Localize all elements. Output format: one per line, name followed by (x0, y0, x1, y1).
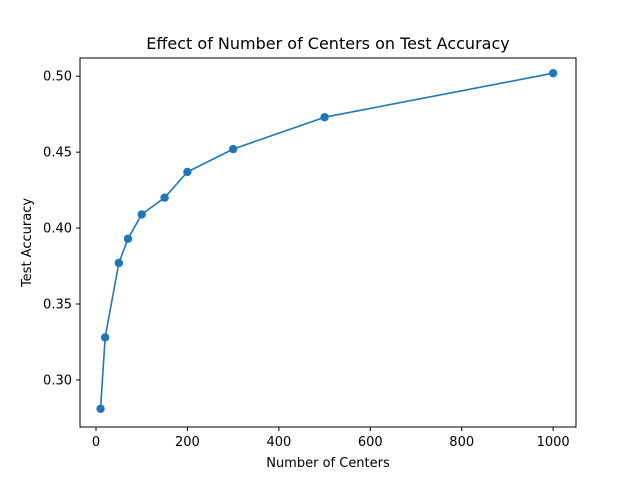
data-point (160, 193, 169, 202)
data-point (114, 258, 124, 268)
x-axis-ticks: 0 200 400 600 800 1000 (92, 427, 570, 450)
y-tick-label: 0.40 (43, 222, 72, 237)
y-axis-ticks: 0.30 0.35 0.40 0.45 0.50 (43, 70, 80, 388)
y-tick-label: 0.30 (43, 373, 72, 388)
x-axis-label: Number of Centers (266, 456, 390, 471)
data-point (183, 167, 192, 177)
series-line (99, 72, 554, 409)
data-point (320, 113, 329, 122)
axes-frame (79, 57, 577, 428)
data-point (137, 210, 146, 219)
y-tick-label: 0.35 (43, 298, 72, 313)
series-layer (96, 68, 558, 413)
x-tick-label: 600 (358, 435, 383, 450)
data-point (123, 234, 133, 243)
y-tick-label: 0.45 (43, 146, 72, 161)
y-tick-label: 0.50 (43, 70, 72, 85)
data-point (548, 68, 558, 78)
data-point (96, 404, 105, 413)
data-point (100, 333, 110, 342)
x-tick-label: 800 (449, 435, 474, 450)
x-tick-label: 400 (266, 435, 291, 450)
x-tick-label: 0 (92, 435, 100, 450)
plot-area (79, 57, 577, 428)
x-tick-label: 200 (175, 435, 200, 450)
chart-title: Effect of Number of Centers on Test Accu… (146, 34, 509, 53)
y-axis-label: Test Accuracy (20, 198, 35, 288)
data-point (228, 144, 238, 154)
x-tick-label: 1000 (537, 435, 570, 450)
